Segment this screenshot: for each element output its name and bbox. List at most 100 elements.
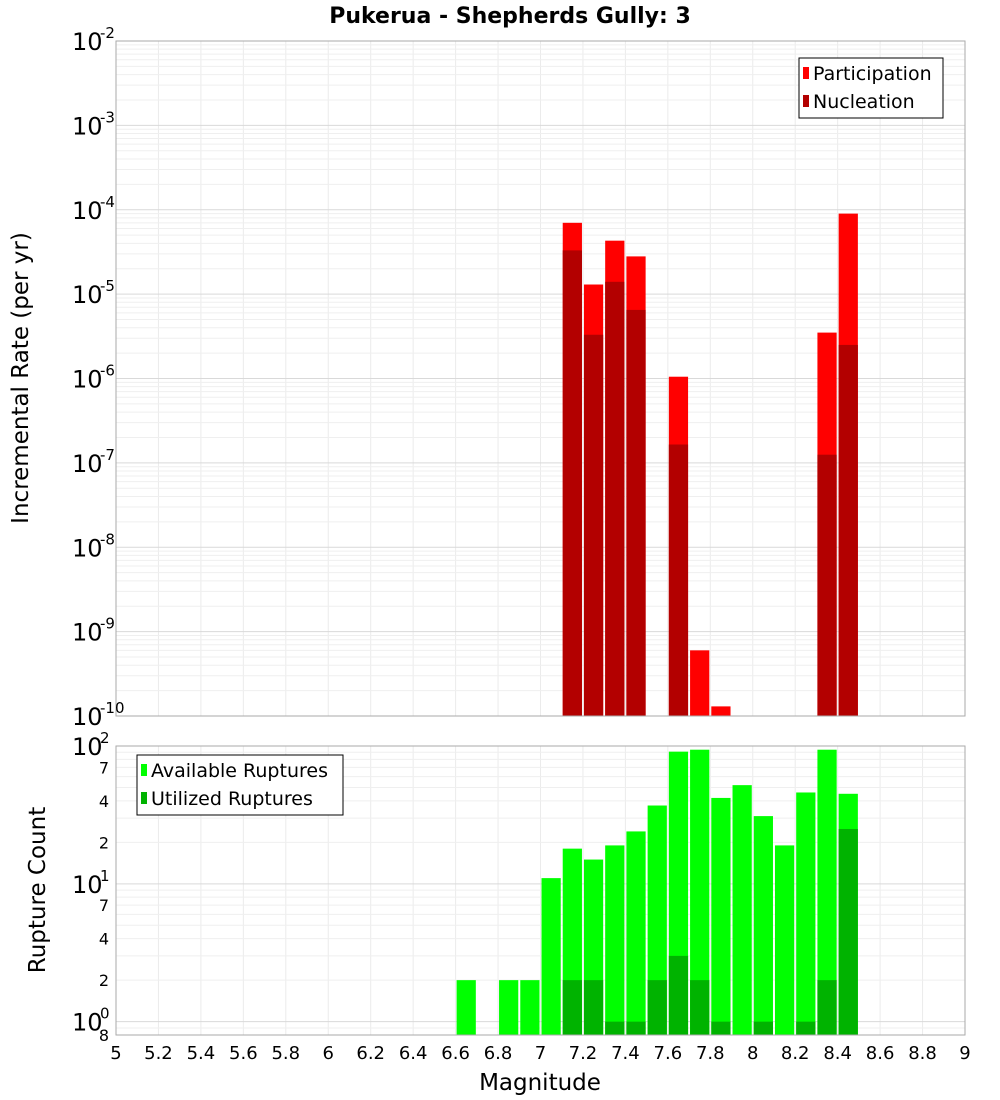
available-ruptures-bar [732, 785, 752, 1035]
x-tick-label: 5.6 [229, 1043, 258, 1064]
x-tick-label: 8.4 [823, 1043, 852, 1064]
nucleation-legend-swatch [803, 95, 809, 107]
x-axis-label: Magnitude [479, 1070, 601, 1096]
y-tick-label-base: 10 [72, 197, 103, 225]
available-ruptures-bar [753, 816, 773, 1035]
x-tick-label: 7 [535, 1043, 546, 1064]
y-tick-label-exponent: -3 [100, 108, 115, 126]
nucleation-bar [583, 334, 604, 716]
y-tick-label-exponent: 1 [100, 867, 110, 885]
utilized-ruptures-bar [647, 980, 667, 1035]
x-tick-label: 5.2 [144, 1043, 173, 1064]
utilized-ruptures-bar [753, 1021, 773, 1035]
y-tick-label-base: 10 [72, 366, 103, 394]
rate-legend: Participation Nucleation [798, 57, 944, 119]
nucleation-legend-label: Nucleation [813, 91, 915, 113]
rate-plot-frame [115, 40, 966, 717]
participation-legend-swatch [803, 67, 809, 79]
x-tick-label: 8.6 [866, 1043, 895, 1064]
available-ruptures-bar [690, 749, 710, 1035]
y-tick-label-exponent: -5 [100, 277, 115, 295]
y-tick-label-exponent: -7 [100, 446, 115, 464]
y-tick-label-exponent: -4 [100, 193, 115, 211]
utilized-ruptures-bar [668, 955, 689, 1035]
available-legend-swatch [141, 764, 147, 776]
y-tick-label-base: 10 [72, 703, 103, 731]
utilized-ruptures-bar [626, 1021, 646, 1035]
y-tick-label-base: 10 [72, 733, 103, 761]
x-tick-label: 5.4 [187, 1043, 216, 1064]
x-tick-label: 7.4 [611, 1043, 640, 1064]
available-ruptures-bar [541, 878, 561, 1035]
y-minor-tick-label: 4 [99, 930, 109, 949]
available-ruptures-bar [774, 845, 795, 1035]
x-tick-label: 7.8 [696, 1043, 725, 1064]
utilized-ruptures-bar [838, 828, 858, 1035]
utilized-legend-swatch [141, 792, 147, 804]
utilized-ruptures-bar [796, 1021, 816, 1035]
x-tick-label: 6.8 [484, 1043, 513, 1064]
nucleation-bar [668, 444, 689, 716]
count-plot-frame [115, 745, 966, 1036]
y-tick-label-base: 10 [72, 112, 103, 140]
rate-plot-y-label: Incremental Rate (per yr) [8, 232, 34, 524]
nucleation-bar [817, 454, 837, 716]
participation-legend-label: Participation [813, 63, 932, 85]
participation-bar [690, 650, 710, 716]
utilized-ruptures-bar [605, 1021, 625, 1035]
y-tick-label-base: 10 [72, 619, 103, 647]
utilized-ruptures-bar [562, 980, 582, 1035]
utilized-ruptures-bar [817, 980, 837, 1035]
rate-plot-grid [115, 41, 966, 717]
y-tick-label-exponent: -9 [100, 615, 115, 633]
y-minor-tick-label: 2 [99, 833, 109, 852]
available-ruptures-bar [796, 792, 816, 1035]
available-legend-label: Available Ruptures [151, 760, 328, 782]
x-tick-label: 7.2 [569, 1043, 598, 1064]
y-tick-label-exponent: 2 [100, 729, 110, 747]
x-tick-label: 5.8 [271, 1043, 300, 1064]
available-ruptures-bar [711, 797, 731, 1035]
y-tick-label-exponent: -2 [100, 24, 115, 42]
available-ruptures-bar [456, 980, 476, 1035]
x-tick-label: 8.2 [781, 1043, 810, 1064]
y-minor-tick-label: 7 [99, 896, 109, 915]
utilized-ruptures-bar [690, 980, 710, 1035]
count-plot-y-label: Rupture Count [25, 807, 51, 973]
chart-title: Pukerua - Shepherds Gully: 3 [329, 4, 691, 29]
y-tick-label-base: 10 [72, 450, 103, 478]
y-tick-label-base: 10 [72, 28, 103, 56]
rate-legend-box [798, 57, 944, 119]
y-tick-label-base: 10 [72, 1009, 103, 1037]
available-ruptures-bar [499, 980, 519, 1035]
nucleation-bar [562, 250, 582, 717]
available-ruptures-bar [520, 980, 540, 1035]
y-tick-label-exponent: -8 [100, 530, 115, 548]
available-ruptures-bar [647, 805, 667, 1035]
count-legend-box [136, 754, 344, 816]
y-tick-label-exponent: -6 [100, 362, 115, 380]
y-tick-label-base: 10 [72, 534, 103, 562]
x-tick-label: 6 [323, 1043, 334, 1064]
x-tick-label: 8.8 [908, 1043, 937, 1064]
x-tick-label: 7.6 [654, 1043, 683, 1064]
nucleation-bar [838, 344, 858, 716]
utilized-legend-label: Utilized Ruptures [151, 788, 313, 810]
x-tick-label: 6.4 [399, 1043, 428, 1064]
x-tick-label: 5 [110, 1043, 121, 1064]
count-legend: Available Ruptures Utilized Ruptures [136, 754, 344, 816]
y-minor-tick-label: 2 [99, 971, 109, 990]
x-tick-label: 9 [959, 1043, 970, 1064]
y-tick-label-base: 10 [72, 871, 103, 899]
available-ruptures-bar [605, 845, 625, 1035]
participation-bar [711, 706, 731, 716]
y-minor-tick-label: 4 [99, 792, 109, 811]
utilized-ruptures-bar [583, 980, 604, 1035]
utilized-ruptures-bar [711, 1021, 731, 1035]
rate-plot-y-ticks: 10-210-310-410-510-610-710-810-910-10 [72, 24, 125, 731]
x-axis-ticks: 5 5.2 5.4 5.6 5.8 6 6.2 6.4 6.6 6.8 7 7.2 7.4 7.6 7.8 8… [110, 1043, 970, 1064]
nucleation-bar [626, 309, 646, 716]
x-tick-label: 6.6 [441, 1043, 470, 1064]
